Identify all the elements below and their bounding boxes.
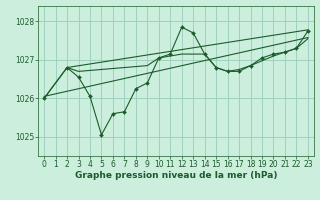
X-axis label: Graphe pression niveau de la mer (hPa): Graphe pression niveau de la mer (hPa) <box>75 171 277 180</box>
